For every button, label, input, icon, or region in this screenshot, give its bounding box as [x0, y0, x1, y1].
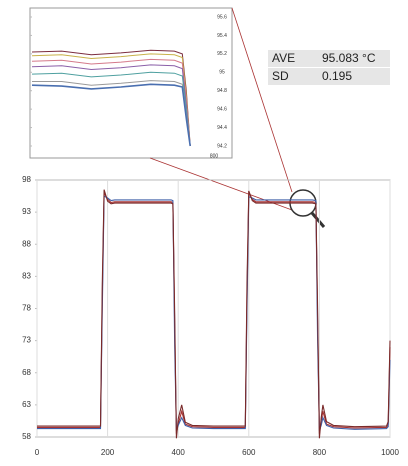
- stat-row: [268, 50, 390, 67]
- series-line: [31, 83, 191, 147]
- magnifier-handle: [310, 212, 326, 228]
- plot-frame: [36, 179, 391, 438]
- stat-value: 95.083 °C: [322, 51, 376, 65]
- y-tick-label: 83: [22, 271, 31, 280]
- y-tick-label: 93: [22, 207, 31, 216]
- series-line: [31, 71, 191, 147]
- y-tick-label: 94.2: [217, 143, 227, 149]
- y-tick-label: 94.8: [217, 88, 227, 94]
- x-tick-label: 600: [242, 448, 256, 457]
- y-tick-label: 98: [22, 175, 31, 184]
- x-tick-label: 200: [101, 448, 115, 457]
- y-tick-label: 94.4: [217, 125, 227, 131]
- series-line: [31, 58, 191, 147]
- zoom-connector: [231, 7, 293, 193]
- y-tick-label: 73: [22, 336, 31, 345]
- x-tick-label: 400: [172, 448, 186, 457]
- stat-name: AVE: [272, 51, 295, 65]
- y-tick-label: 94.6: [217, 106, 227, 112]
- y-tick-label: 95.4: [217, 33, 227, 39]
- inset-frame: [29, 7, 233, 159]
- y-tick-label: 95: [219, 70, 225, 76]
- y-tick-label: 88: [22, 239, 31, 248]
- y-tick-label: 58: [22, 432, 31, 441]
- y-tick-label: 95.2: [217, 51, 227, 57]
- series-line: [31, 53, 191, 147]
- x-tick-label: 0: [35, 448, 40, 457]
- series-line: [31, 64, 191, 147]
- stat-value: 0.195: [322, 69, 352, 83]
- x-tick-label: 1000: [381, 448, 399, 457]
- y-tick-label: 78: [22, 304, 31, 313]
- stat-row: [268, 68, 390, 85]
- y-tick-label: 63: [22, 400, 31, 409]
- series-line: [37, 195, 391, 431]
- y-tick-label: 95.6: [217, 14, 227, 20]
- x-tick-label: 800: [210, 153, 219, 159]
- series-line: [37, 189, 391, 439]
- y-tick-label: 68: [22, 368, 31, 377]
- series-line: [37, 190, 391, 434]
- x-tick-label: 800: [313, 448, 327, 457]
- stat-name: SD: [272, 69, 289, 83]
